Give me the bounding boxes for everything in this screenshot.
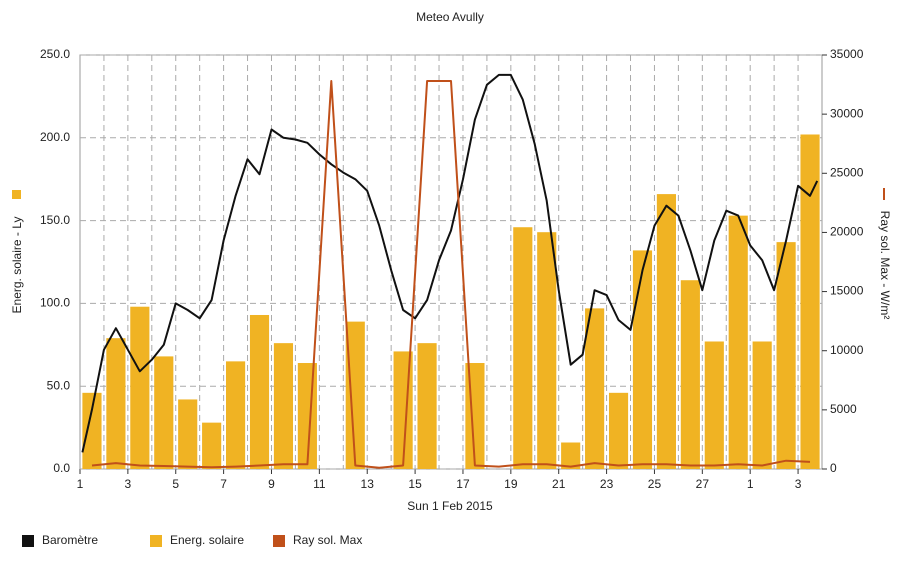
bar <box>704 341 724 469</box>
x-tick-label: 25 <box>648 477 662 491</box>
bar <box>82 392 102 469</box>
y-tick-label: 50.0 <box>47 378 71 392</box>
line <box>81 73 819 453</box>
y-axis-label: Energ. solaire - Ly <box>10 217 24 314</box>
x-tick-label: 21 <box>552 477 566 491</box>
y2-tick-label: 35000 <box>830 47 864 61</box>
x-tick-label: 5 <box>172 477 179 491</box>
legend-label: Energ. solaire <box>170 533 244 547</box>
bar <box>728 215 748 469</box>
bar <box>226 361 246 469</box>
legend-swatch <box>22 535 34 547</box>
y-tick-label: 100.0 <box>40 296 70 310</box>
legend-label: Baromètre <box>42 533 98 547</box>
x-tick-label: 1 <box>747 477 754 491</box>
bar <box>154 356 174 469</box>
legend-swatch <box>150 535 162 547</box>
y-tick-label: 0.0 <box>53 461 70 475</box>
y2-axis-label: Ray sol. Max - W/m² <box>878 211 892 320</box>
x-tick-label: 9 <box>268 477 275 491</box>
y2-tick-label: 10000 <box>830 343 864 357</box>
bar <box>608 392 629 469</box>
x-tick-label: 3 <box>795 477 802 491</box>
y2-tick-label: 15000 <box>830 284 864 298</box>
x-axis-label: Sun 1 Feb 2015 <box>407 499 493 513</box>
bar <box>178 399 198 469</box>
y2-tick-label: 20000 <box>830 225 864 239</box>
x-tick-label: 7 <box>220 477 227 491</box>
x-tick-label: 15 <box>408 477 422 491</box>
bar <box>632 250 653 469</box>
bar <box>656 194 676 469</box>
bar <box>249 314 270 469</box>
x-tick-label: 11 <box>313 477 326 491</box>
bar <box>776 242 796 469</box>
bar <box>106 338 126 469</box>
bar <box>537 232 557 469</box>
line <box>91 80 811 469</box>
bar <box>202 422 222 469</box>
y-tick-label: 250.0 <box>40 47 70 61</box>
bar <box>561 442 581 469</box>
bar <box>585 308 605 469</box>
bar <box>752 341 772 469</box>
bar <box>800 134 820 469</box>
y2-tick-label: 5000 <box>830 402 857 416</box>
bar <box>130 306 150 469</box>
y2-tick-label: 0 <box>830 461 837 475</box>
legend-label: Ray sol. Max <box>293 533 362 547</box>
bar <box>417 343 437 469</box>
y-tick-label: 200.0 <box>40 130 70 144</box>
y2-tick-label: 30000 <box>830 106 864 120</box>
legend-swatch <box>273 535 285 547</box>
y-tick-label: 150.0 <box>40 213 70 227</box>
x-tick-label: 1 <box>77 477 84 491</box>
bar <box>273 343 294 469</box>
x-tick-label: 19 <box>504 477 518 491</box>
bar <box>513 227 533 469</box>
x-tick-label: 13 <box>361 477 375 491</box>
x-tick-label: 3 <box>125 477 132 491</box>
x-tick-label: 23 <box>600 477 614 491</box>
y2-tick-label: 25000 <box>830 165 864 179</box>
bar <box>680 280 700 469</box>
bar <box>345 321 365 469</box>
y-axis-legend-swatch <box>12 190 21 199</box>
chart-title: Meteo Avully <box>416 10 484 24</box>
x-tick-label: 17 <box>456 477 470 491</box>
x-tick-label: 27 <box>696 477 710 491</box>
